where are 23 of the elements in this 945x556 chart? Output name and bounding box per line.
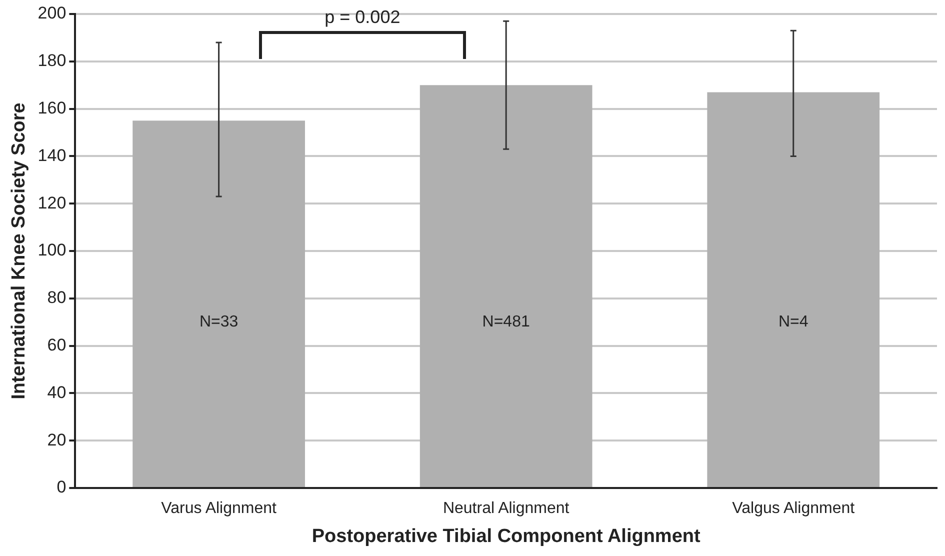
- y-tick-label: 200: [38, 4, 66, 23]
- y-tick-label: 20: [47, 430, 66, 450]
- bar: [420, 85, 592, 487]
- annotation: N=481: [482, 314, 530, 331]
- y-tick-label: 160: [38, 98, 66, 118]
- y-tick-label: 120: [38, 193, 66, 212]
- annotation: p = 0.002: [324, 7, 400, 28]
- y-tick-label: 180: [38, 51, 66, 70]
- y-tick-label: 100: [38, 240, 66, 260]
- annotation: N=33: [199, 314, 238, 331]
- bar: [707, 92, 880, 487]
- x-axis-title: Postoperative Tibial Component Alignment: [312, 526, 701, 547]
- y-tick-label: 40: [47, 382, 66, 402]
- y-tick-label: 60: [47, 335, 66, 354]
- y-tick-label: 80: [47, 288, 66, 308]
- x-tick-label: Valgus Alignment: [732, 500, 856, 518]
- x-tick-label: Neutral Alignment: [442, 500, 570, 518]
- y-axis-title: International Knee Society Score: [8, 102, 30, 400]
- bar: [132, 120, 305, 487]
- annotation: N=4: [778, 314, 808, 331]
- y-tick-label: 0: [56, 478, 66, 497]
- y-tick-label: 140: [38, 146, 66, 165]
- x-tick-label: Varus Alignment: [161, 500, 278, 518]
